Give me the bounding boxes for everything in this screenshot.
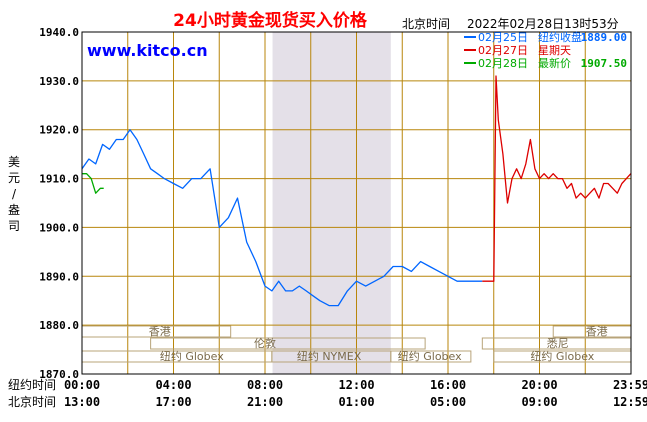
y-axis-label-char-1: 元 [8, 171, 20, 185]
x-tick-label: 09:00 [521, 395, 557, 409]
y-tick-label: 1910.0 [39, 173, 79, 186]
y-tick-label: 1870.0 [39, 368, 79, 381]
market-session-bar [390, 350, 472, 363]
legend-value: 1907.50 [581, 57, 627, 70]
x-tick-label: 04:00 [155, 378, 191, 392]
x-tick-label: 05:00 [430, 395, 466, 409]
x-tick-label: 08:00 [247, 378, 283, 392]
y-axis-label: 美 元 / 盎 司 [8, 155, 20, 233]
legend-date: 02月27日 [478, 44, 528, 57]
x-tick-label: 13:00 [64, 395, 100, 409]
market-label: 纽约 NYMEX [297, 349, 362, 363]
y-axis-label-char-2: / [12, 187, 17, 201]
header-timestamp: 2022年02月28日13时53分 [467, 17, 619, 31]
y-tick-label: 1940.0 [39, 26, 79, 39]
header-timezone-label: 北京时间 [402, 17, 450, 31]
chart-title: 24小时黄金现货买入价格 [173, 10, 368, 31]
x-tick-label: 12:59 [613, 395, 647, 409]
market-label: 纽约 Globex [398, 349, 462, 363]
market-label: 纽约 Globex [530, 349, 594, 363]
series-line-0 [81, 129, 483, 307]
y-tick-label: 1890.0 [39, 270, 79, 283]
market-label: 香港 [149, 325, 171, 338]
y-axis-ticks: 1940.0 1930.0 1920.0 1910.0 1900.0 1890.0 1880… [39, 26, 79, 381]
nymex-shade-rect [272, 32, 391, 374]
legend-value: 1889.00 [581, 31, 627, 44]
y-tick-label: 1900.0 [39, 221, 79, 234]
plot-frame [81, 31, 632, 375]
x-axis-ticks: 纽约时间 00:00 04:00 08:00 12:00 16:00 20:00 23:59 北… [8, 377, 647, 409]
legend-desc: 最新价 [538, 56, 571, 70]
x-tick-label: 16:00 [430, 378, 466, 392]
x-tick-label: 12:00 [338, 378, 374, 392]
y-tick-label: 1880.0 [39, 319, 79, 332]
market-label: 伦敦 [254, 336, 276, 350]
watermark-kitco: www.kitco.cn [87, 41, 208, 60]
x-tick-label: 17:00 [155, 395, 191, 409]
x-tick-label: 21:00 [247, 395, 283, 409]
y-axis-label-char-3: 盎 [8, 203, 20, 217]
x-axis-row-label: 北京时间 [8, 395, 56, 409]
market-label: 香港 [586, 325, 608, 338]
market-label: 纽约 Globex [160, 349, 224, 363]
legend-desc: 纽约收盘 [538, 30, 582, 44]
x-tick-label: 20:00 [521, 378, 557, 392]
y-tick-label: 1930.0 [39, 75, 79, 88]
nymex-session-shade [272, 32, 391, 374]
y-axis-label-char-0: 美 [8, 155, 20, 169]
legend-date: 02月25日 [478, 31, 528, 44]
x-tick-label: 23:59 [613, 378, 647, 392]
y-tick-label: 1920.0 [39, 124, 79, 137]
market-label: 悉尼 [547, 337, 569, 350]
x-axis-row-label: 纽约时间 [8, 377, 56, 392]
series-line-1 [482, 75, 632, 282]
y-axis-label-char-4: 司 [8, 219, 20, 233]
series-lines [81, 75, 632, 307]
market-session-bar [150, 337, 426, 350]
legend-desc: 星期天 [538, 44, 571, 57]
legend-date: 02月28日 [478, 57, 528, 70]
x-tick-label: 01:00 [338, 395, 374, 409]
series-line-2 [82, 173, 104, 194]
x-tick-label: 00:00 [64, 378, 100, 392]
